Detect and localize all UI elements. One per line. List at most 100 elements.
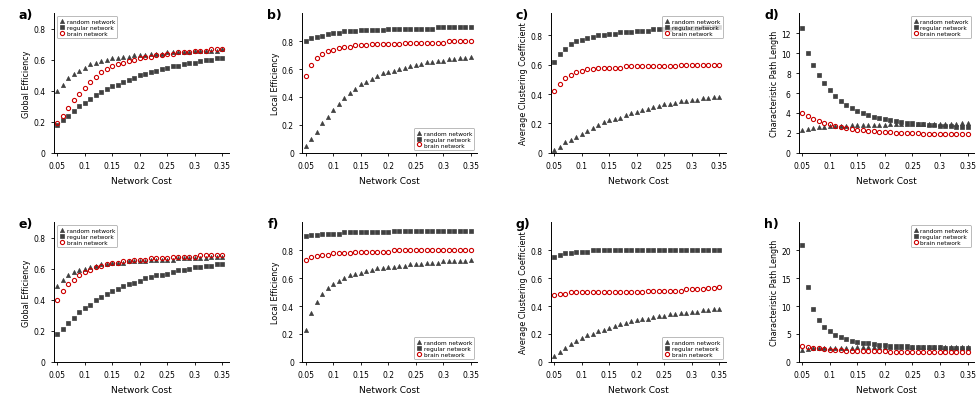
random network [586,126,598,131]
regular network [619,248,631,253]
brain network [51,121,63,126]
regular network [586,248,598,253]
Line: brain network: brain network [800,112,968,137]
regular network [818,325,829,330]
brain network [680,63,691,68]
brain network [333,251,344,256]
random network [51,284,63,289]
random network [602,326,614,331]
regular network [928,345,940,350]
regular network [674,248,686,253]
random network [57,83,68,88]
brain network [690,63,702,68]
brain network [613,290,625,295]
regular network [465,26,476,31]
brain network [690,287,702,292]
random network [327,108,338,113]
brain network [316,252,328,257]
regular network [305,233,317,238]
brain network [431,248,443,253]
regular network [327,31,338,36]
Line: brain network: brain network [552,285,721,297]
random network [90,61,102,66]
random network [107,57,118,62]
regular network [51,332,63,337]
brain network [960,132,972,137]
regular network [950,346,961,351]
random network [377,266,388,271]
Line: regular network: regular network [55,263,224,336]
brain network [387,248,399,253]
regular network [906,344,917,349]
regular network [796,27,808,31]
regular network [878,343,890,348]
random network [189,49,200,54]
brain network [834,348,846,353]
random network [807,346,819,351]
brain network [608,290,620,295]
Legend: random network, regular network, brain network: random network, regular network, brain n… [57,226,117,247]
regular network [117,80,129,85]
Line: regular network: regular network [55,57,224,128]
regular network [872,342,884,347]
random network [906,345,917,350]
random network [145,52,156,57]
regular network [453,229,465,234]
brain network [415,41,426,46]
random network [701,97,713,102]
X-axis label: Network Cost: Network Cost [856,176,916,185]
brain network [63,282,74,287]
regular network [189,61,200,66]
brain network [840,348,852,353]
regular network [117,284,129,289]
regular network [349,30,361,35]
random network [194,49,205,54]
regular network [707,25,719,30]
regular network [558,47,570,52]
brain network [442,248,454,253]
random network [636,108,647,113]
brain network [316,52,328,57]
brain network [862,349,873,354]
brain network [796,111,808,116]
random network [889,122,901,127]
brain network [701,286,713,291]
random network [669,101,681,106]
random network [625,319,637,324]
regular network [299,40,311,45]
random network [569,339,581,344]
Line: random network: random network [800,345,968,352]
random network [90,264,102,269]
brain network [327,48,338,53]
brain network [183,254,195,259]
brain network [867,349,879,354]
random network [63,273,74,278]
regular network [360,29,372,34]
regular network [564,251,576,256]
regular network [189,265,200,270]
random network [431,261,443,266]
random network [299,328,311,333]
regular network [459,26,470,31]
brain network [117,259,129,264]
brain network [371,249,382,254]
brain network [625,290,637,295]
random network [597,328,608,333]
random network [453,259,465,264]
brain network [421,41,432,46]
random network [922,344,934,349]
brain network [652,65,664,70]
brain network [101,67,112,72]
regular network [845,106,857,111]
random network [619,113,631,118]
regular network [145,274,156,279]
regular network [151,69,162,74]
random network [548,354,559,359]
X-axis label: Network Cost: Network Cost [111,176,171,185]
regular network [128,281,140,285]
random network [685,98,696,103]
brain network [900,350,911,355]
regular network [128,77,140,82]
regular network [371,29,382,34]
regular network [410,229,422,234]
